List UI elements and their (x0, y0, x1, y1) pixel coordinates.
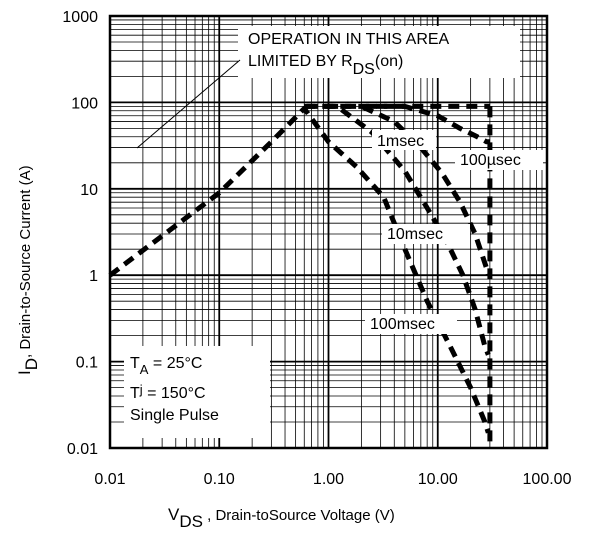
x-tick-label: 10.00 (418, 471, 458, 488)
label-1msec: 1msec (377, 133, 424, 150)
x-tick-label: 0.01 (94, 471, 125, 488)
y-axis-label: ID, Drain-to-Source Current (A) (15, 165, 41, 375)
label-100msec: 100msec (370, 316, 435, 333)
x-tick-label: 100.00 (523, 471, 572, 488)
ta-label: TA = 25°C (130, 355, 202, 377)
conditions-box (124, 346, 270, 438)
annotation-line-1: OPERATION IN THIS AREA (248, 31, 450, 48)
tj-label: Tj = 150°C (130, 382, 206, 402)
x-axis-label: VDS , Drain-toSource Voltage (V) (168, 505, 395, 531)
x-tick-label: 1.00 (313, 471, 344, 488)
annotation-leader (136, 59, 241, 149)
series-line-0 (365, 103, 490, 145)
label-10msec: 10msec (387, 226, 443, 243)
curve-labels: 1msec 100µsec 10msec 100msec (365, 130, 543, 334)
y-tick-label: 10 (80, 182, 98, 199)
grid (109, 15, 548, 449)
y-tick-label: 0.1 (76, 355, 98, 372)
label-100usec: 100µsec (460, 152, 521, 169)
y-tick-label: 1 (89, 268, 98, 285)
y-tick-label: 100 (71, 95, 98, 112)
plot-frame (108, 14, 549, 450)
tick-labels: 0.01 0.10 1.00 10.00 100.00 1000 100 10 1 0.1 0.01 (62, 9, 571, 488)
y-tick-label: 1000 (62, 9, 98, 26)
annotation-line-2: LIMITED BY RDS(on) (248, 53, 403, 78)
series-line-3 (108, 106, 491, 434)
series-line-1 (327, 103, 491, 276)
x-tick-label: 0.10 (204, 471, 235, 488)
annotation-box (238, 26, 520, 78)
y-tick-label: 0.01 (67, 441, 98, 458)
single-pulse-label: Single Pulse (130, 407, 219, 424)
